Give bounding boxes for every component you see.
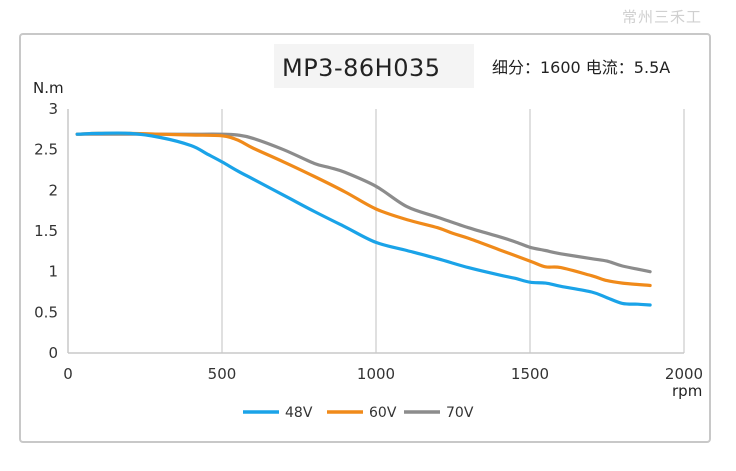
legend-label-48V: 48V [285,405,313,421]
tick-labels: 0 500 1000 1500 2000 0 0.5 1 1.5 2 2.5 3 [34,100,703,383]
y-tick-label-0.5: 0.5 [34,303,58,321]
chart-subtitle: 细分：1600 电流：5.5A [492,58,671,77]
x-tick-label-1000: 1000 [357,365,395,383]
chart-title: MP3-86H035 [282,54,441,82]
series-line-48V [75,131,652,307]
grid [221,109,685,353]
x-axis-label: rpm [672,382,702,400]
y-tick-label-1: 1 [48,263,58,281]
y-tick-label-0: 0 [48,344,58,362]
chart-frame [19,33,711,443]
legend: 48V 60V 70V [243,405,474,421]
y-tick-label-1.5: 1.5 [34,222,58,240]
series-lines [75,131,652,307]
y-tick-label-2: 2 [48,181,58,199]
x-tick-label-0: 0 [63,365,73,383]
legend-label-60V: 60V [369,405,397,421]
y-axis-label: N.m [33,79,64,97]
title-background [274,44,474,88]
x-tick-label-500: 500 [208,365,237,383]
legend-label-70V: 70V [446,405,474,421]
watermark: 常州三禾工 [622,8,703,26]
x-tick-label-2000: 2000 [665,365,703,383]
x-tick-label-1500: 1500 [511,365,549,383]
y-tick-label-3: 3 [48,100,58,118]
axes [67,109,684,354]
series-line-60V [75,131,652,288]
y-tick-label-2.5: 2.5 [34,141,58,159]
